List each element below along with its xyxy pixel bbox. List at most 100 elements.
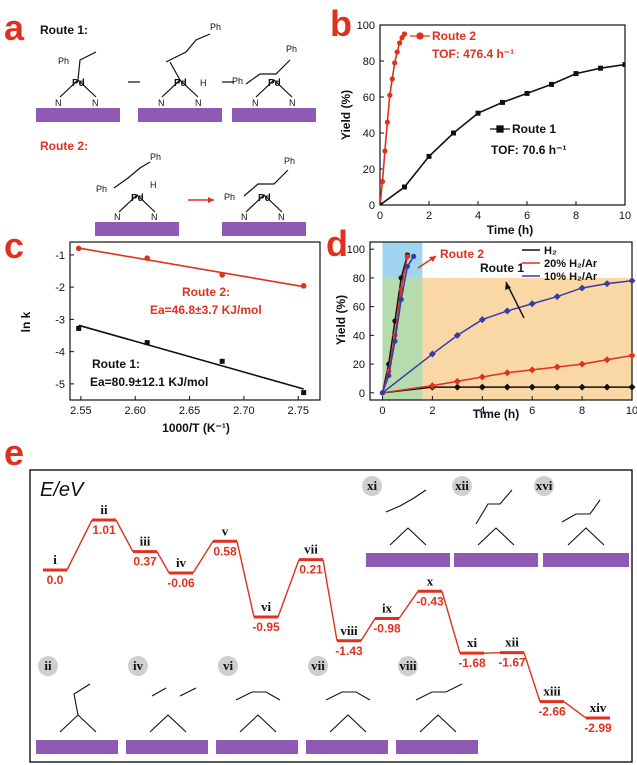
energy-value: -1.68 (458, 656, 486, 670)
data-point (628, 383, 636, 391)
x-tick-label: 8 (579, 405, 585, 417)
ph-text: Ph (286, 44, 297, 54)
energy-value: -2.66 (538, 705, 566, 719)
x-tick-label: 2.75 (288, 405, 309, 417)
y-tick-label: 80 (363, 56, 375, 68)
y-tick-label: 0 (359, 388, 365, 400)
connector-line (236, 541, 255, 618)
surface-slab (216, 740, 298, 754)
n-text: N (252, 98, 259, 108)
state-badge (128, 656, 148, 676)
data-point (426, 153, 432, 159)
energy-value: 0.58 (213, 544, 237, 558)
data-point (478, 383, 486, 391)
state-badge (218, 656, 238, 676)
data-point (553, 363, 561, 371)
annotation-route2: Route 2 (440, 247, 484, 261)
surface-slab (36, 108, 120, 122)
energy-value: -1.43 (335, 644, 363, 658)
y-axis-label: Yield (%) (334, 295, 348, 345)
data-point (475, 110, 481, 116)
state-label: i (53, 552, 57, 567)
x-axis-ticks: 0 2 4 6 8 10 (377, 201, 631, 222)
connector-line (277, 559, 300, 618)
x-tick-label: 10 (626, 405, 637, 417)
x-axis-ticks: 2.55 2.60 2.65 2.70 2.75 (70, 396, 309, 417)
y-tick-label: 20 (363, 164, 375, 176)
route1-structures (59, 33, 293, 98)
legend-h2: H₂ (544, 245, 557, 257)
pd-text: Pd (72, 78, 85, 89)
state-badge (398, 656, 418, 676)
h-text: H (150, 180, 157, 190)
connector-line (156, 551, 170, 574)
panel-c: c 2.55 2.60 2.65 2.70 2.75 -1 -2 -3 -4 -5 1000/T… (4, 225, 321, 435)
n-text: N (55, 98, 62, 108)
x-tick-label: 0 (379, 405, 385, 417)
x-tick-label: 2.60 (125, 405, 146, 417)
data-point (451, 130, 456, 136)
surface-slab (138, 108, 222, 122)
inset-bottom: ii iv vi vii viii (36, 656, 478, 754)
data-point (219, 272, 225, 278)
label-route2: Route 2: (182, 285, 230, 299)
panel-letter-c: c (4, 225, 24, 266)
surface-slab (95, 222, 179, 236)
route2-heading: Route 2: (40, 139, 88, 153)
data-point (401, 31, 408, 37)
ph-text: Ph (58, 56, 69, 66)
data-point (524, 90, 530, 96)
energy-value: 0.21 (299, 563, 323, 577)
x-tick-label: 4 (479, 405, 485, 417)
y-tick-label: 20 (353, 359, 365, 371)
tof-route2: TOF: 476.4 h⁻¹ (432, 47, 514, 61)
x-tick-label: 2 (426, 210, 432, 222)
energy-value: -2.99 (584, 721, 612, 735)
surface-slab (126, 740, 208, 754)
data-point (528, 383, 536, 391)
y-axis-label: ln k (19, 311, 33, 332)
state-label: vii (304, 542, 318, 557)
data-point (553, 383, 561, 391)
data-point (219, 358, 225, 364)
data-point (603, 383, 611, 391)
panel-letter-a: a (4, 7, 25, 48)
energy-profile: i 0.0 ii 1.01 iii 0.37 iv -0.06 v 0.58 vi -0.95 vii 0… (43, 502, 612, 735)
connector-line (192, 540, 214, 574)
panel-d: d 0 2 4 6 8 10 0 20 40 60 80 100 Time (h) Yield (%… (326, 223, 637, 421)
state-label: x (427, 573, 434, 588)
data-point (380, 179, 386, 185)
state-badge-label: xii (455, 478, 469, 493)
data-point (573, 71, 579, 77)
x-tick-label: 6 (529, 405, 535, 417)
data-point (528, 300, 536, 308)
data-point (392, 338, 398, 344)
x-tick-label: 2.65 (179, 405, 200, 417)
surface-slab (306, 740, 388, 754)
state-badge-label: viii (399, 658, 417, 673)
state-label: ix (382, 601, 393, 616)
data-point (380, 202, 383, 205)
plot-frame (29, 469, 633, 763)
state-badge (452, 476, 472, 496)
y-tick-label: -1 (55, 250, 65, 262)
y-axis-ticks: -1 -2 -3 -4 -5 (55, 250, 74, 391)
n-text: N (278, 212, 285, 222)
state-label: ii (100, 502, 108, 517)
panel-letter-e: e (4, 432, 24, 473)
panel-b: b 0 2 4 6 8 10 0 20 40 60 80 100 Time (h) Yield (%… (330, 3, 631, 237)
y-tick-label: 100 (347, 244, 365, 256)
x-tick-label: 10 (619, 210, 631, 222)
route2-arrowhead (208, 197, 214, 203)
series-line (382, 386, 632, 394)
series-lines (380, 31, 625, 205)
legend-20: 20% H₂/Ar (544, 258, 598, 270)
y-axis-label: Yield (%) (339, 90, 353, 140)
data-point (603, 356, 611, 364)
h-text: H (200, 78, 207, 88)
series-line (380, 63, 625, 205)
energy-value: 0.0 (47, 573, 64, 587)
energy-axis-label: E/eV (40, 479, 85, 501)
fit-line (78, 247, 304, 288)
n-text: N (151, 212, 158, 222)
